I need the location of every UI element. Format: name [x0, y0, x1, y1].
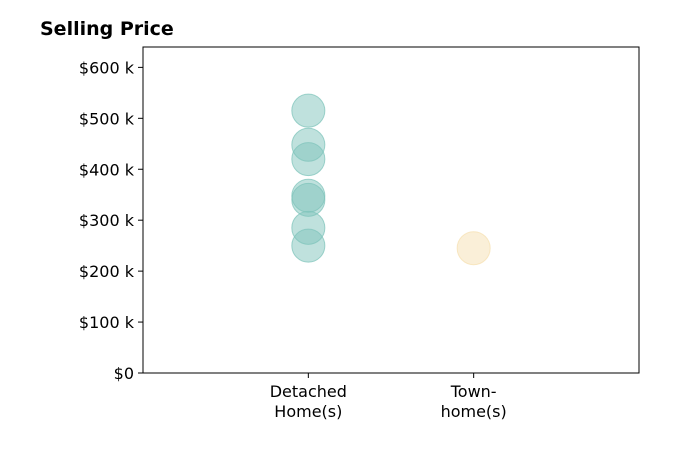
x-axis: Detached Home(s) Town-home(s): [270, 373, 507, 421]
data-point: [291, 93, 326, 128]
y-tick-label: $100 k: [79, 313, 135, 332]
y-tick-label: $500 k: [79, 109, 135, 128]
y-tick-label: $0: [114, 364, 134, 383]
x-tick-label: Detached Home(s): [270, 382, 347, 421]
y-tick-label: $600 k: [79, 58, 135, 77]
data-point: [291, 178, 326, 213]
plot-frame: [142, 46, 640, 374]
data-point: [456, 231, 491, 266]
y-tick-label: $200 k: [79, 262, 135, 281]
x-tick-label: Town-home(s): [441, 382, 507, 421]
y-tick-label: $400 k: [79, 160, 135, 179]
data-points: [291, 93, 491, 266]
data-point: [291, 127, 326, 162]
chart-title: Selling Price: [40, 18, 174, 40]
y-tick-label: $300 k: [79, 211, 135, 230]
y-axis: $0 $100 k $200 k $300 k $400 k $500 k $600 k: [79, 58, 143, 383]
